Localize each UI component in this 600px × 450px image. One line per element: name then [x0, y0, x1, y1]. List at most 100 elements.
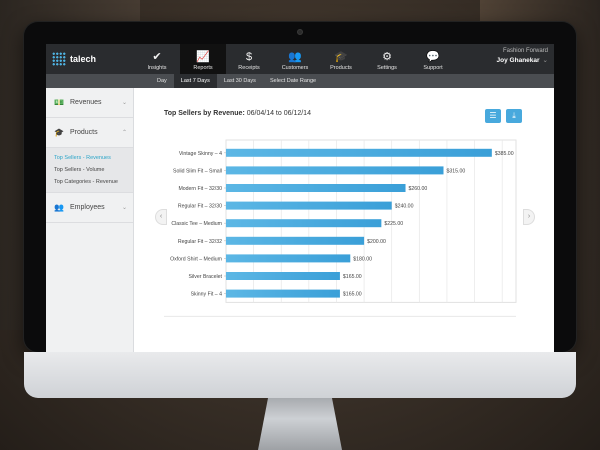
date-range-tabs: Day Last 7 Days Last 30 Days Select Date Ra… [150, 74, 323, 88]
submenu-item[interactable]: Top Sellers - Volume [54, 167, 105, 173]
products-icon: 🎓 [334, 51, 348, 63]
sidebar-item-products[interactable]: 🎓 Products ⌃ [46, 118, 133, 148]
category-label: Regular Fit – 32/32 [178, 239, 222, 245]
nav-items: ✔ Insights 📈 Reports $ Receipts 👥 Customers 🎓 Pro… [134, 44, 456, 74]
data-label: $315.00 [447, 168, 466, 174]
chevron-down-icon: ⌄ [121, 205, 127, 211]
nav-item-reports[interactable]: 📈 Reports [180, 44, 226, 74]
screen: talech ✔ Insights 📈 Reports $ Receipts 👥 Custom… [46, 44, 554, 352]
sidebar-item-label: Products [70, 129, 98, 136]
bar[interactable] [226, 236, 365, 245]
download-icon: ⤓ [512, 111, 516, 120]
sidebar-item-employees[interactable]: 👥 Employees ⌄ [46, 193, 133, 223]
tab-select-date-range[interactable]: Select Date Range [269, 78, 317, 84]
nav-item-customers[interactable]: 👥 Customers [272, 44, 318, 74]
sidebar: 💵 Revenues ⌄ 🎓 Products ⌃ Top Sellers - … [46, 88, 134, 352]
logo-icon [52, 52, 66, 66]
account-user-name: Joy Ghanekar [496, 57, 540, 64]
chevron-left-icon: ‹ [159, 213, 163, 220]
nav-item-support[interactable]: 💬 Support [410, 44, 456, 74]
chevron-down-icon[interactable]: ⌄ [542, 57, 548, 64]
bar[interactable] [226, 289, 340, 298]
monitor-bezel: talech ✔ Insights 📈 Reports $ Receipts 👥 Custom… [24, 22, 576, 352]
top-navigation: talech ✔ Insights 📈 Reports $ Receipts 👥 Custom… [46, 44, 554, 74]
nav-item-label: Products [330, 65, 352, 71]
tab-last-30-days[interactable]: Last 30 Days [223, 78, 256, 84]
data-label: $240.00 [395, 204, 414, 210]
category-label: Vintage Skinny – 4 [179, 151, 222, 157]
data-label: $165.00 [343, 274, 362, 280]
reports-icon: 📈 [196, 51, 210, 63]
data-label: $180.00 [353, 256, 372, 262]
bar[interactable] [226, 184, 406, 192]
nav-item-label: Insights [147, 65, 167, 71]
chart-title: Top Sellers by Revenue: 06/04/14 to 06/1… [164, 110, 311, 117]
previous-chart-button[interactable]: ‹ [155, 209, 167, 225]
tab-day[interactable]: Day [157, 78, 167, 84]
data-label: $385.00 [495, 151, 514, 157]
chevron-up-icon: ⌃ [121, 130, 127, 136]
account-menu[interactable]: Fashion Forward Joy Ghanekar ⌄ [497, 48, 548, 64]
data-label: $165.00 [343, 292, 362, 298]
main-content: Top Sellers by Revenue: 06/04/14 to 06/1… [134, 88, 554, 352]
bar-chart: Vintage Skinny – 4 $385.00 Solid Slim Fit … [164, 134, 524, 352]
nav-item-label: Settings [377, 65, 397, 71]
category-label: Classic Tee – Medium [171, 221, 222, 227]
nav-item-settings[interactable]: ⚙ Settings [364, 44, 410, 74]
bar[interactable] [226, 201, 392, 210]
data-label: $200.00 [367, 239, 386, 245]
revenues-icon: 💵 [54, 98, 64, 107]
submenu-item[interactable]: Top Sellers - Revenues [54, 155, 111, 161]
sidebar-item-label: Employees [70, 204, 105, 211]
nav-item-label: Customers [281, 65, 309, 71]
chevron-right-icon: › [527, 213, 531, 220]
nav-item-receipts[interactable]: $ Receipts [226, 44, 272, 74]
data-label: $225.00 [384, 221, 403, 227]
bar[interactable] [226, 148, 492, 157]
insights-icon: ✔ [152, 51, 162, 63]
logo-text: talech [70, 54, 97, 64]
account-company: Fashion Forward [502, 48, 548, 54]
employees-icon: 👥 [54, 203, 64, 212]
account-user: Joy Ghanekar ⌄ [497, 56, 548, 64]
nav-item-products[interactable]: 🎓 Products [318, 44, 364, 74]
sidebar-item-label: Revenues [70, 99, 102, 106]
sidebar-item-revenues[interactable]: 💵 Revenues ⌄ [46, 88, 133, 118]
customers-icon: 👥 [288, 51, 302, 63]
data-label: $260.00 [409, 186, 428, 192]
monitor-stand [258, 398, 342, 450]
submenu-item[interactable]: Top Categories - Revenue [54, 179, 118, 185]
products-submenu: Top Sellers - Revenues Top Sellers - Volu… [46, 148, 133, 193]
category-label: Oxford Shirt – Medium [170, 256, 222, 262]
products-icon: 🎓 [54, 128, 64, 137]
category-label: Silver Bracelet [189, 274, 223, 280]
list-view-button[interactable]: ☰ [485, 109, 501, 123]
category-label: Skinny Fit – 4 [191, 292, 223, 298]
bar[interactable] [226, 254, 351, 263]
bar[interactable] [226, 166, 444, 175]
camera [297, 29, 303, 35]
tab-last-7-days[interactable]: Last 7 Days [173, 74, 217, 88]
nav-item-label: Receipts [238, 65, 260, 71]
category-label: Solid Slim Fit – Small [173, 168, 222, 174]
chevron-down-icon: ⌄ [121, 100, 127, 106]
category-label: Regular Fit – 32/30 [178, 204, 222, 210]
next-chart-button[interactable]: › [523, 209, 535, 225]
bar-chart-svg: Vintage Skinny – 4 $385.00 Solid Slim Fit … [164, 139, 517, 317]
chart-title-range: 06/04/14 to 06/12/14 [244, 110, 311, 117]
nav-item-label: Reports [193, 65, 213, 71]
download-button[interactable]: ⤓ [506, 109, 522, 123]
receipts-icon: $ [245, 51, 253, 63]
list-icon: ☰ [489, 111, 497, 120]
bar[interactable] [226, 272, 340, 280]
chart-title-prefix: Top Sellers by Revenue: [164, 110, 245, 117]
monitor-chin [24, 352, 576, 398]
sub-navigation: Day Last 7 Days Last 30 Days Select Date Ra… [46, 74, 554, 88]
logo[interactable]: talech [52, 49, 104, 69]
category-label: Modern Fit – 32/30 [178, 186, 222, 192]
nav-item-label: Support [423, 65, 443, 71]
support-icon: 💬 [426, 51, 440, 63]
bar[interactable] [226, 219, 382, 228]
nav-item-insights[interactable]: ✔ Insights [134, 44, 180, 74]
settings-icon: ⚙ [382, 51, 392, 63]
